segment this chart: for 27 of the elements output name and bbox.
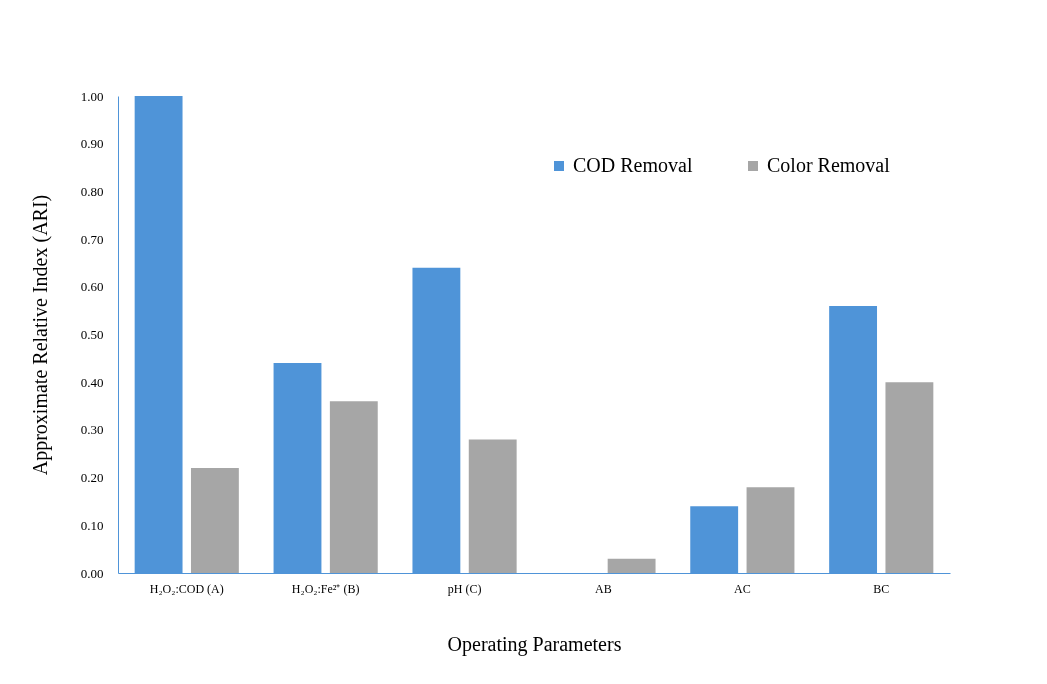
legend-label: COD Removal	[573, 154, 693, 176]
x-tick-label: BC	[873, 581, 890, 596]
bar	[885, 382, 934, 573]
y-tick-label: 0.80	[80, 183, 104, 199]
y-axis-title: Approximate Relative Index (ARI)	[28, 194, 52, 476]
x-tick-label: H₂O₂:Fe²⁺ (B)	[291, 581, 360, 596]
y-tick-label: 0.30	[80, 422, 104, 438]
y-tick-label: 0.20	[80, 470, 104, 486]
y-tick-label: 1.00	[80, 88, 104, 104]
x-tick-label: H₂O₂:COD (A)	[149, 581, 224, 596]
x-tick-label: AB	[595, 581, 612, 596]
bar	[746, 487, 795, 573]
x-tick-label: pH (C)	[447, 581, 482, 596]
y-tick-label: 0.00	[80, 565, 104, 581]
bar	[329, 401, 378, 573]
y-tick-label: 0.50	[80, 327, 104, 342]
y-tick-label: 0.10	[80, 517, 104, 533]
y-tick-label: 0.40	[80, 374, 104, 390]
bar	[607, 558, 656, 573]
bar	[468, 439, 517, 573]
legend-label: Color Removal	[767, 154, 891, 176]
x-tick-label: AC	[734, 581, 751, 596]
bar	[190, 468, 239, 573]
y-tick-label: 0.70	[80, 231, 104, 247]
y-tick-label: 0.60	[80, 279, 104, 295]
x-axis-title: Operating Parameters	[447, 632, 622, 656]
y-tick-label: 0.90	[80, 136, 104, 152]
